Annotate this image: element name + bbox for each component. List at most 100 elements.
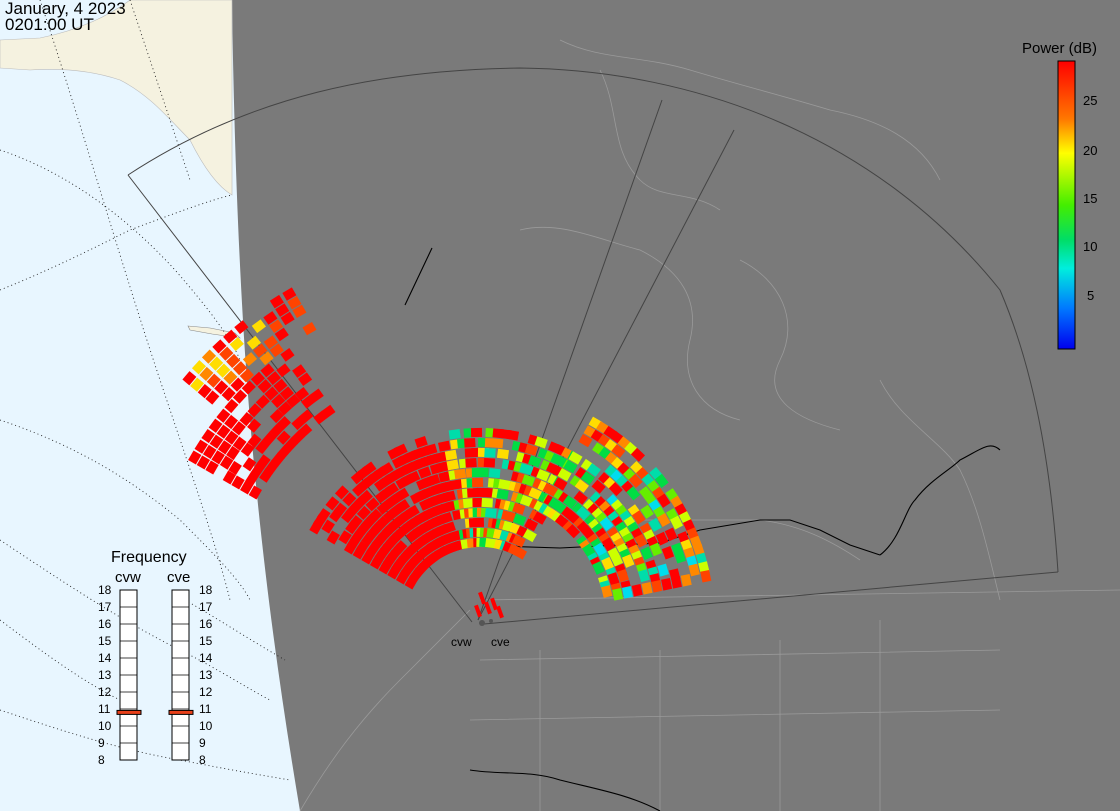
- echo-cell: [301, 394, 316, 409]
- frequency-scale-right-13: 13: [199, 668, 213, 682]
- echo-cell: [490, 597, 498, 611]
- echo-cell: [333, 502, 348, 517]
- echo-cell: [209, 434, 224, 449]
- echo-cell: [348, 515, 363, 530]
- echo-cell: [474, 604, 482, 618]
- echo-cell: [196, 455, 211, 470]
- echo-cell: [608, 482, 623, 497]
- colorbar-tick-25: 25: [1083, 93, 1098, 108]
- echo-cell: [209, 356, 224, 371]
- echo-cell: [231, 475, 245, 490]
- echo-cell: [654, 473, 669, 489]
- echo-cell: [182, 371, 197, 386]
- colorbar-tick-20: 20: [1083, 143, 1098, 158]
- echo-cell: [190, 377, 205, 392]
- echo-cell: [259, 351, 274, 366]
- echo-cell: [298, 423, 313, 438]
- time-label: 0201:00 UT: [5, 15, 94, 34]
- frequency-scale-left-18: 18: [98, 583, 112, 597]
- echo-cell: [528, 455, 542, 468]
- echo-cell: [511, 534, 526, 548]
- echo-cell: [513, 546, 528, 560]
- echo-cell: [384, 482, 400, 497]
- echo-cell: [247, 403, 262, 418]
- echo-cell: [419, 486, 434, 500]
- echo-cell: [228, 460, 242, 476]
- echo-cell: [444, 449, 458, 461]
- echo-cell: [279, 386, 294, 401]
- echo-cell: [557, 468, 572, 482]
- echo-cell: [528, 487, 543, 500]
- echo-cell: [224, 414, 239, 430]
- echo-cell: [607, 572, 620, 586]
- echo-cell: [188, 450, 202, 465]
- echo-cell: [226, 445, 240, 461]
- echo-cell: [280, 347, 295, 362]
- echo-cell: [240, 442, 255, 457]
- echo-cell: [524, 518, 539, 532]
- frequency-scale-right-17: 17: [199, 600, 213, 614]
- echo-cell: [657, 513, 671, 528]
- echo-cell: [522, 528, 537, 543]
- echo-cell: [246, 335, 262, 350]
- echo-cell: [414, 436, 428, 448]
- echo-cell: [442, 521, 456, 534]
- echo-cell: [294, 387, 310, 401]
- echo-cell: [496, 605, 504, 619]
- frequency-radar-cve: cve: [167, 569, 191, 586]
- echo-cell: [247, 433, 262, 448]
- echo-cell: [519, 494, 534, 508]
- echo-cell: [591, 479, 606, 494]
- echo-cell: [302, 321, 317, 336]
- echo-cell: [427, 474, 441, 486]
- frequency-scale-left-9: 9: [98, 736, 105, 750]
- frequency-title: Frequency: [111, 549, 187, 566]
- echo-cell: [269, 294, 284, 309]
- echo-cell: [580, 471, 595, 485]
- echo-cell: [438, 440, 451, 452]
- echo-cell: [593, 542, 607, 557]
- echo-cell: [612, 588, 624, 601]
- frequency-scale-right-15: 15: [199, 634, 213, 648]
- frequency-marker-cvw: [116, 709, 142, 715]
- echo-cell: [471, 477, 484, 488]
- echo-cell: [250, 371, 266, 386]
- echo-cell: [247, 418, 262, 433]
- echo-cell: [631, 584, 643, 597]
- echo-cell: [251, 319, 266, 334]
- echo-cell: [467, 487, 479, 498]
- echo-cell: [393, 443, 408, 457]
- echo-cell: [248, 485, 262, 500]
- echo-cell: [446, 459, 459, 471]
- colorbar-tick-15: 15: [1083, 191, 1098, 206]
- echo-cell: [536, 468, 550, 482]
- date-label: January, 4 2023: [5, 0, 126, 18]
- echo-cell: [231, 421, 246, 436]
- echo-cell: [257, 379, 272, 394]
- echo-cell: [484, 507, 497, 518]
- echo-cell: [358, 489, 373, 504]
- alaska-land: [0, 0, 233, 196]
- echo-cell: [297, 372, 313, 387]
- echo-cell: [326, 530, 340, 545]
- echo-cell: [700, 569, 712, 583]
- echo-cell: [282, 287, 297, 301]
- echo-cell: [276, 430, 291, 445]
- echo-cell: [276, 416, 291, 431]
- echo-cell: [269, 423, 284, 438]
- echo-cell: [232, 436, 247, 451]
- echo-cell: [656, 493, 671, 508]
- echo-cell: [191, 360, 207, 375]
- echo-cell: [601, 537, 616, 552]
- echo-cell: [269, 408, 284, 424]
- echo-cell: [211, 450, 225, 465]
- echo-cell: [273, 378, 288, 393]
- echo-cell: [563, 459, 578, 474]
- echo-cell: [573, 490, 588, 505]
- echo-cell: [395, 487, 410, 502]
- echo-cell: [478, 591, 486, 605]
- echo-cell: [670, 575, 682, 589]
- echo-cell: [655, 531, 669, 546]
- echo-cell: [565, 524, 581, 539]
- echo-cell: [365, 497, 380, 512]
